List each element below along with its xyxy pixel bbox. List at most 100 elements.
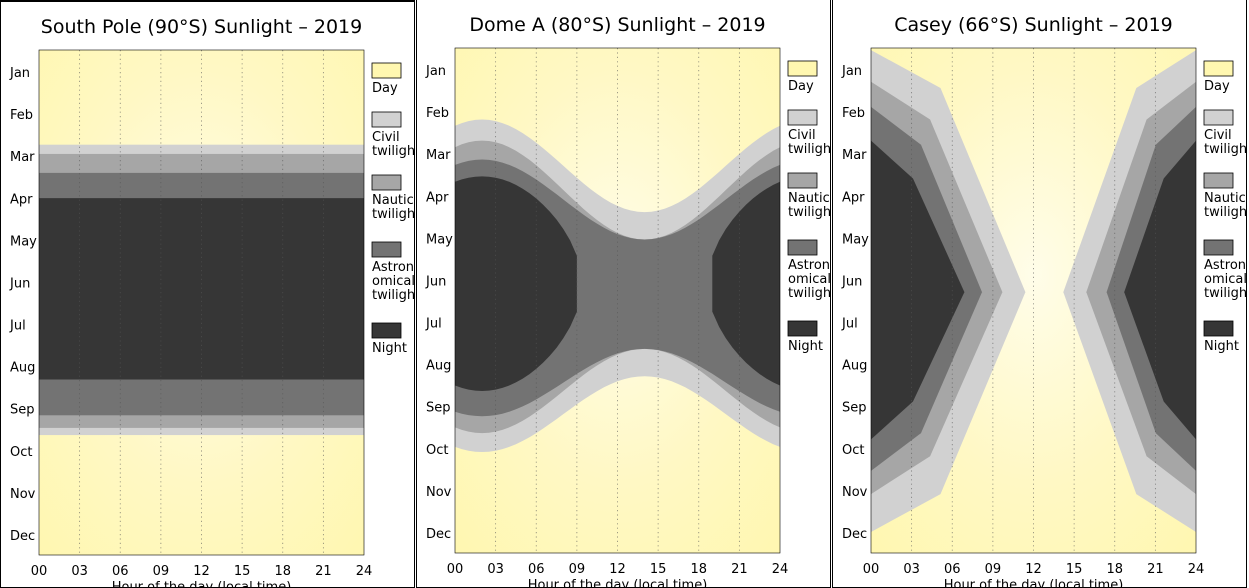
legend-swatch-civil xyxy=(371,111,402,128)
month-label: Dec xyxy=(10,529,35,544)
legend-label-civil: twilight xyxy=(788,142,831,157)
hour-tick-label: 00 xyxy=(447,562,464,577)
legend-label-day: Day xyxy=(1204,79,1230,94)
month-label: Mar xyxy=(842,148,867,163)
hour-tick-label: 06 xyxy=(112,564,129,579)
hour-tick-label: 18 xyxy=(1106,562,1123,577)
month-label: May xyxy=(426,232,453,247)
legend-label-astro: omical xyxy=(372,274,415,289)
month-label: Jan xyxy=(9,66,30,81)
legend-label-night: Night xyxy=(788,339,823,354)
month-label: Feb xyxy=(842,106,865,121)
hour-tick-label: 09 xyxy=(985,562,1002,577)
legend-swatch-day xyxy=(1203,60,1234,77)
chart-svg: South Pole (90°S) Sunlight – 2019 Jan Feb M… xyxy=(9,16,415,588)
hour-tick-label: 06 xyxy=(528,562,545,577)
legend-label-astro: omical xyxy=(1204,272,1247,287)
legend-label-nautical: twilight xyxy=(372,207,415,222)
hour-tick-label: 21 xyxy=(1147,562,1164,577)
legend-swatch-civil xyxy=(1203,109,1234,126)
month-label: Apr xyxy=(426,190,449,205)
legend-label-nautical: Nautical xyxy=(1204,191,1247,206)
month-label: Oct xyxy=(10,445,32,460)
hour-tick-label: 12 xyxy=(1025,562,1042,577)
hour-tick-label: 15 xyxy=(650,562,667,577)
chart-title: South Pole (90°S) Sunlight – 2019 xyxy=(41,16,362,38)
legend-label-civil: Civil xyxy=(788,128,816,143)
x-axis-label: Hour of the day (local time) xyxy=(112,580,292,588)
legend-label-astro: twilight xyxy=(372,288,415,303)
legend-swatch-night xyxy=(1203,320,1234,337)
legend-label-night: Night xyxy=(372,341,407,356)
hour-tick-label: 03 xyxy=(903,562,920,577)
band-night xyxy=(455,176,577,391)
legend-label-astro: twilight xyxy=(1204,286,1247,301)
chart-panel-casey: Casey (66°S) Sunlight – 2019 Jan Feb Mar Apr… xyxy=(832,0,1247,588)
legend-swatch-night xyxy=(371,322,402,339)
month-label: Nov xyxy=(426,485,452,500)
chart-title: Dome A (80°S) Sunlight – 2019 xyxy=(469,14,765,36)
hour-tick-label: 24 xyxy=(772,562,789,577)
legend-swatch-astro xyxy=(787,239,818,256)
legend-swatch-nautical xyxy=(371,174,402,191)
hour-tick-label: 09 xyxy=(153,564,170,579)
month-label: Jan xyxy=(425,64,446,79)
hour-tick-label: 18 xyxy=(690,562,707,577)
month-label: Oct xyxy=(842,443,864,458)
legend-swatch-nautical xyxy=(787,172,818,189)
month-label: May xyxy=(842,232,869,247)
legend-label-astro: Astron- xyxy=(372,260,415,275)
hour-tick-label: 12 xyxy=(193,564,210,579)
legend-swatch-astro xyxy=(1203,239,1234,256)
legend-swatch-day xyxy=(787,60,818,77)
chart-panel-dome-a: Dome A (80°S) Sunlight – 2019 Jan Feb Mar Ap… xyxy=(416,0,831,588)
legend-label-civil: twilight xyxy=(372,144,415,159)
hour-tick-label: 24 xyxy=(356,564,373,579)
month-label: Aug xyxy=(426,359,451,374)
month-label: Jul xyxy=(9,319,26,334)
month-label: Sep xyxy=(842,401,867,416)
chart-panel-south-pole: South Pole (90°S) Sunlight – 2019 Jan Feb M… xyxy=(0,0,415,588)
month-label: Dec xyxy=(426,527,451,542)
plot-frame xyxy=(454,47,781,554)
hour-tick-label: 21 xyxy=(731,562,748,577)
band-night xyxy=(871,140,965,440)
band-night xyxy=(1124,140,1196,440)
legend-label-nautical: twilight xyxy=(788,205,831,220)
hour-tick-label: 12 xyxy=(609,562,626,577)
month-label: Nov xyxy=(842,485,868,500)
legend-label-nautical: Nautical xyxy=(372,193,415,208)
band-night xyxy=(712,181,780,386)
legend-label-night: Night xyxy=(1204,339,1239,354)
legend-swatch-night xyxy=(787,320,818,337)
hour-tick-label: 15 xyxy=(234,564,251,579)
chart-svg: Dome A (80°S) Sunlight – 2019 Jan Feb Mar Ap… xyxy=(425,14,831,587)
legend-label-civil: Civil xyxy=(1204,128,1232,143)
legend-label-astro: Astron- xyxy=(788,258,831,273)
month-label: Mar xyxy=(426,148,451,163)
month-label: Sep xyxy=(426,401,451,416)
month-label: Jun xyxy=(841,274,862,289)
band-night xyxy=(39,198,364,380)
hour-tick-label: 03 xyxy=(71,564,88,579)
legend-label-astro: twilight xyxy=(788,286,831,301)
legend-swatch-civil xyxy=(787,109,818,126)
month-label: Jan xyxy=(841,64,862,79)
month-label: Apr xyxy=(10,192,33,207)
legend-label-astro: omical xyxy=(788,272,831,287)
month-label: Aug xyxy=(842,359,867,374)
chart-title: Casey (66°S) Sunlight – 2019 xyxy=(894,14,1173,36)
month-label: Jul xyxy=(425,317,442,332)
chart-svg: Casey (66°S) Sunlight – 2019 Jan Feb Mar Apr… xyxy=(841,14,1247,587)
month-label: Mar xyxy=(10,150,35,165)
month-label: May xyxy=(10,234,37,249)
hour-tick-label: 09 xyxy=(569,562,586,577)
legend-label-nautical: twilight xyxy=(1204,205,1247,220)
legend-swatch-day xyxy=(371,62,402,79)
month-label: Oct xyxy=(426,443,448,458)
month-label: Aug xyxy=(10,361,35,376)
legend-swatch-nautical xyxy=(1203,172,1234,189)
legend-label-nautical: Nautical xyxy=(788,191,831,206)
month-label: Feb xyxy=(10,108,33,123)
hour-tick-label: 18 xyxy=(274,564,291,579)
